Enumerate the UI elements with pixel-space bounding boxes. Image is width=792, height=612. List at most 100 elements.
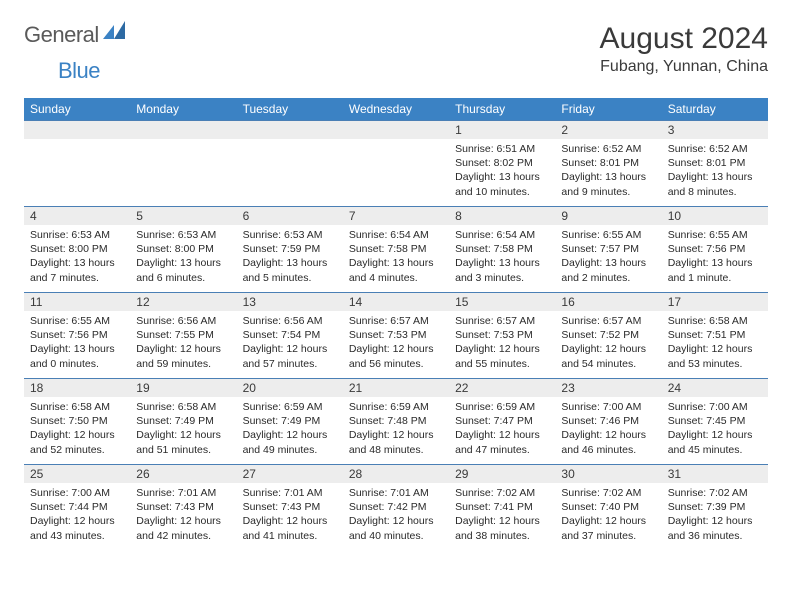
day-header: Tuesday [237,98,343,120]
daylight-text: Daylight: 12 hours [243,342,337,356]
day-header: Wednesday [343,98,449,120]
day-number [24,121,130,139]
sunset-text: Sunset: 7:58 PM [349,242,443,256]
daylight-text: Daylight: 13 hours [668,256,762,270]
week-row: 25Sunrise: 7:00 AMSunset: 7:44 PMDayligh… [24,464,768,550]
day-details: Sunrise: 6:54 AMSunset: 7:58 PMDaylight:… [449,225,555,291]
day-details: Sunrise: 6:58 AMSunset: 7:51 PMDaylight:… [662,311,768,377]
daylight-text-cont: and 10 minutes. [455,185,549,199]
day-details: Sunrise: 6:58 AMSunset: 7:49 PMDaylight:… [130,397,236,463]
day-cell: 27Sunrise: 7:01 AMSunset: 7:43 PMDayligh… [237,464,343,550]
day-cell: 3Sunrise: 6:52 AMSunset: 8:01 PMDaylight… [662,120,768,206]
day-number: 20 [237,379,343,397]
daylight-text: Daylight: 13 hours [243,256,337,270]
sunset-text: Sunset: 8:00 PM [136,242,230,256]
day-cell: 6 Sunrise: 6:53 AMSunset: 7:59 PMDaylight… [237,206,343,292]
day-number: 29 [449,465,555,483]
day-details: Sunrise: 6:57 AMSunset: 7:53 PMDaylight:… [343,311,449,377]
daylight-text-cont: and 54 minutes. [561,357,655,371]
daylight-text: Daylight: 12 hours [136,428,230,442]
daylight-text: Daylight: 12 hours [136,514,230,528]
sunset-text: Sunset: 7:43 PM [243,500,337,514]
day-details: Sunrise: 6:58 AMSunset: 7:50 PMDaylight:… [24,397,130,463]
daylight-text-cont: and 3 minutes. [455,271,549,285]
day-number: 3 [662,121,768,139]
day-cell: 30Sunrise: 7:02 AMSunset: 7:40 PMDayligh… [555,464,661,550]
day-cell: 23Sunrise: 7:00 AMSunset: 7:46 PMDayligh… [555,378,661,464]
day-header: Sunday [24,98,130,120]
logo-text-general: General [24,22,99,48]
day-details: Sunrise: 7:01 AMSunset: 7:42 PMDaylight:… [343,483,449,549]
day-number: 12 [130,293,236,311]
day-number: 17 [662,293,768,311]
day-details: Sunrise: 6:59 AMSunset: 7:49 PMDaylight:… [237,397,343,463]
day-cell: 20Sunrise: 6:59 AMSunset: 7:49 PMDayligh… [237,378,343,464]
sunset-text: Sunset: 7:44 PM [30,500,124,514]
daylight-text-cont: and 47 minutes. [455,443,549,457]
sunset-text: Sunset: 8:00 PM [30,242,124,256]
daylight-text-cont: and 4 minutes. [349,271,443,285]
sunrise-text: Sunrise: 7:02 AM [455,486,549,500]
daylight-text: Daylight: 12 hours [349,428,443,442]
sunset-text: Sunset: 7:57 PM [561,242,655,256]
logo-text-blue: Blue [58,58,100,83]
daylight-text-cont: and 49 minutes. [243,443,337,457]
sunrise-text: Sunrise: 6:58 AM [668,314,762,328]
day-details: Sunrise: 7:01 AMSunset: 7:43 PMDaylight:… [237,483,343,549]
day-details: Sunrise: 6:53 AMSunset: 8:00 PMDaylight:… [24,225,130,291]
daylight-text-cont: and 51 minutes. [136,443,230,457]
calendar-page: General August 2024 Fubang, Yunnan, Chin… [0,0,792,572]
sunset-text: Sunset: 7:43 PM [136,500,230,514]
day-details: Sunrise: 6:55 AMSunset: 7:56 PMDaylight:… [662,225,768,291]
day-cell: 9Sunrise: 6:55 AMSunset: 7:57 PMDaylight… [555,206,661,292]
sunrise-text: Sunrise: 6:59 AM [349,400,443,414]
daylight-text: Daylight: 12 hours [136,342,230,356]
sunrise-text: Sunrise: 7:00 AM [30,486,124,500]
day-cell: 4Sunrise: 6:53 AMSunset: 8:00 PMDaylight… [24,206,130,292]
daylight-text: Daylight: 13 hours [30,256,124,270]
day-details: Sunrise: 6:55 AMSunset: 7:56 PMDaylight:… [24,311,130,377]
day-cell: 7Sunrise: 6:54 AMSunset: 7:58 PMDaylight… [343,206,449,292]
day-number: 15 [449,293,555,311]
sunrise-text: Sunrise: 7:01 AM [136,486,230,500]
daylight-text: Daylight: 12 hours [668,342,762,356]
day-number: 27 [237,465,343,483]
sunrise-text: Sunrise: 6:57 AM [455,314,549,328]
daylight-text: Daylight: 13 hours [455,170,549,184]
sunrise-text: Sunrise: 6:59 AM [455,400,549,414]
daylight-text: Daylight: 12 hours [349,342,443,356]
daylight-text-cont: and 2 minutes. [561,271,655,285]
daylight-text: Daylight: 13 hours [30,342,124,356]
day-details: Sunrise: 6:57 AMSunset: 7:52 PMDaylight:… [555,311,661,377]
day-cell: 19Sunrise: 6:58 AMSunset: 7:49 PMDayligh… [130,378,236,464]
day-cell: 16Sunrise: 6:57 AMSunset: 7:52 PMDayligh… [555,292,661,378]
sunset-text: Sunset: 7:41 PM [455,500,549,514]
day-number: 24 [662,379,768,397]
day-cell: 26Sunrise: 7:01 AMSunset: 7:43 PMDayligh… [130,464,236,550]
daylight-text-cont: and 6 minutes. [136,271,230,285]
sunrise-text: Sunrise: 7:01 AM [243,486,337,500]
daylight-text-cont: and 42 minutes. [136,529,230,543]
sunrise-text: Sunrise: 6:52 AM [668,142,762,156]
sunrise-text: Sunrise: 7:01 AM [349,486,443,500]
sunset-text: Sunset: 7:58 PM [455,242,549,256]
daylight-text: Daylight: 12 hours [668,428,762,442]
day-details: Sunrise: 7:00 AMSunset: 7:44 PMDaylight:… [24,483,130,549]
day-number: 1 [449,121,555,139]
week-row: 11Sunrise: 6:55 AMSunset: 7:56 PMDayligh… [24,292,768,378]
day-number: 25 [24,465,130,483]
day-number: 6 [237,207,343,225]
day-cell: 25Sunrise: 7:00 AMSunset: 7:44 PMDayligh… [24,464,130,550]
sunset-text: Sunset: 7:53 PM [455,328,549,342]
daylight-text: Daylight: 12 hours [561,342,655,356]
sunset-text: Sunset: 7:59 PM [243,242,337,256]
daylight-text-cont: and 53 minutes. [668,357,762,371]
day-cell: 17Sunrise: 6:58 AMSunset: 7:51 PMDayligh… [662,292,768,378]
sunrise-text: Sunrise: 6:58 AM [136,400,230,414]
sunrise-text: Sunrise: 6:59 AM [243,400,337,414]
day-cell: 5Sunrise: 6:53 AMSunset: 8:00 PMDaylight… [130,206,236,292]
sunset-text: Sunset: 8:01 PM [561,156,655,170]
sunset-text: Sunset: 7:48 PM [349,414,443,428]
day-number: 8 [449,207,555,225]
sunrise-text: Sunrise: 6:53 AM [243,228,337,242]
